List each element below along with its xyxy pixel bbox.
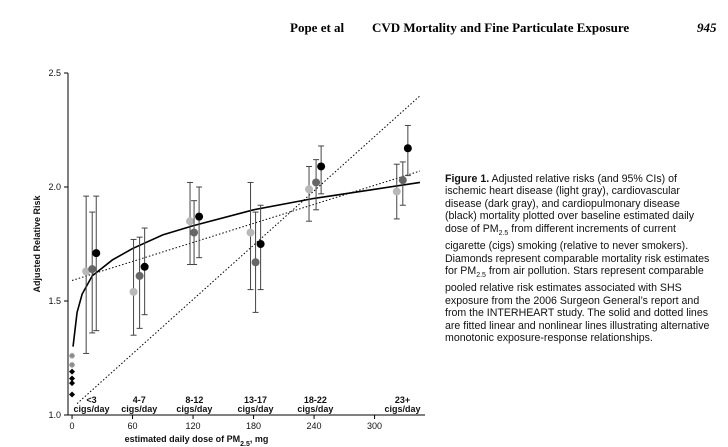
diamond [69, 375, 76, 382]
x-axis-label-part: , mg [250, 434, 269, 444]
figure-label: Figure 1. [445, 173, 490, 185]
point [246, 228, 255, 237]
group-label: <3 [86, 395, 96, 405]
group-unit: cigs/day [74, 404, 110, 414]
y-tick-label: 2.5 [48, 68, 61, 78]
point [195, 212, 204, 221]
x-axis-label-part: estimated daily dose of PM [125, 434, 241, 444]
point [305, 185, 314, 194]
diamond [69, 391, 76, 398]
x-tick-label: 60 [128, 421, 138, 431]
point [82, 267, 91, 276]
group-unit: cigs/day [297, 404, 333, 414]
point [129, 287, 138, 296]
group-unit: cigs/day [121, 404, 157, 414]
x-tick-label: 180 [246, 421, 261, 431]
x-tick-label: 0 [70, 421, 75, 431]
point [398, 176, 407, 185]
group-label: 23+ [395, 395, 410, 405]
x-axis-label-part: 2.5 [240, 441, 250, 447]
running-title: CVD Mortality and Fine Particulate Expos… [372, 20, 630, 35]
x-tick-label: 240 [307, 421, 322, 431]
x-tick-label: 120 [186, 421, 201, 431]
point [190, 228, 199, 237]
point [140, 262, 149, 271]
group-label: 4-7 [133, 395, 146, 405]
star [69, 352, 76, 359]
caption-text: from different increments of current cig… [445, 222, 710, 277]
group-label: 8-12 [185, 395, 203, 405]
point [392, 187, 401, 196]
y-tick-label: 2.0 [48, 182, 61, 192]
point [186, 217, 195, 226]
y-tick-label: 1.5 [48, 296, 61, 306]
group-label: 18-22 [304, 395, 327, 405]
point [135, 271, 144, 280]
page-number: 945 [697, 20, 717, 35]
point [256, 240, 265, 248]
y-tick-label: 1.0 [48, 410, 61, 420]
fit-line [71, 170, 421, 281]
star [69, 361, 76, 368]
group-unit: cigs/day [384, 404, 420, 414]
caption-text: 2.5 [498, 229, 509, 237]
fit-line [72, 181, 421, 347]
fit-line [76, 95, 421, 404]
point [88, 265, 97, 274]
point [317, 162, 326, 171]
caption-text: from air pollution. Stars represent comp… [445, 264, 710, 345]
y-axis-label: Adjusted Relative Risk [32, 194, 42, 292]
caption-text: Adjusted relative risks (and 95% CIs) of… [445, 173, 695, 235]
point [92, 249, 101, 258]
authors: Pope et al [290, 20, 345, 35]
x-tick-label: 300 [367, 421, 382, 431]
group-unit: cigs/day [238, 404, 274, 414]
point [312, 178, 321, 187]
chart: 1.0 1.5 2.0 2.5 0 60 120 180 240 300 Adjusted Rela… [32, 68, 425, 447]
point [403, 144, 412, 153]
group-unit: cigs/day [176, 404, 212, 414]
group-label: 13-17 [244, 395, 267, 405]
point [251, 258, 260, 267]
caption: Figure 1. Adjusted relative risks (and 9… [445, 173, 710, 345]
x-axis-label: estimated daily dose of PM2.5, mg [125, 434, 269, 447]
caption-text: 2.5 [476, 272, 486, 280]
diamond [69, 380, 76, 387]
diamond [69, 368, 76, 375]
